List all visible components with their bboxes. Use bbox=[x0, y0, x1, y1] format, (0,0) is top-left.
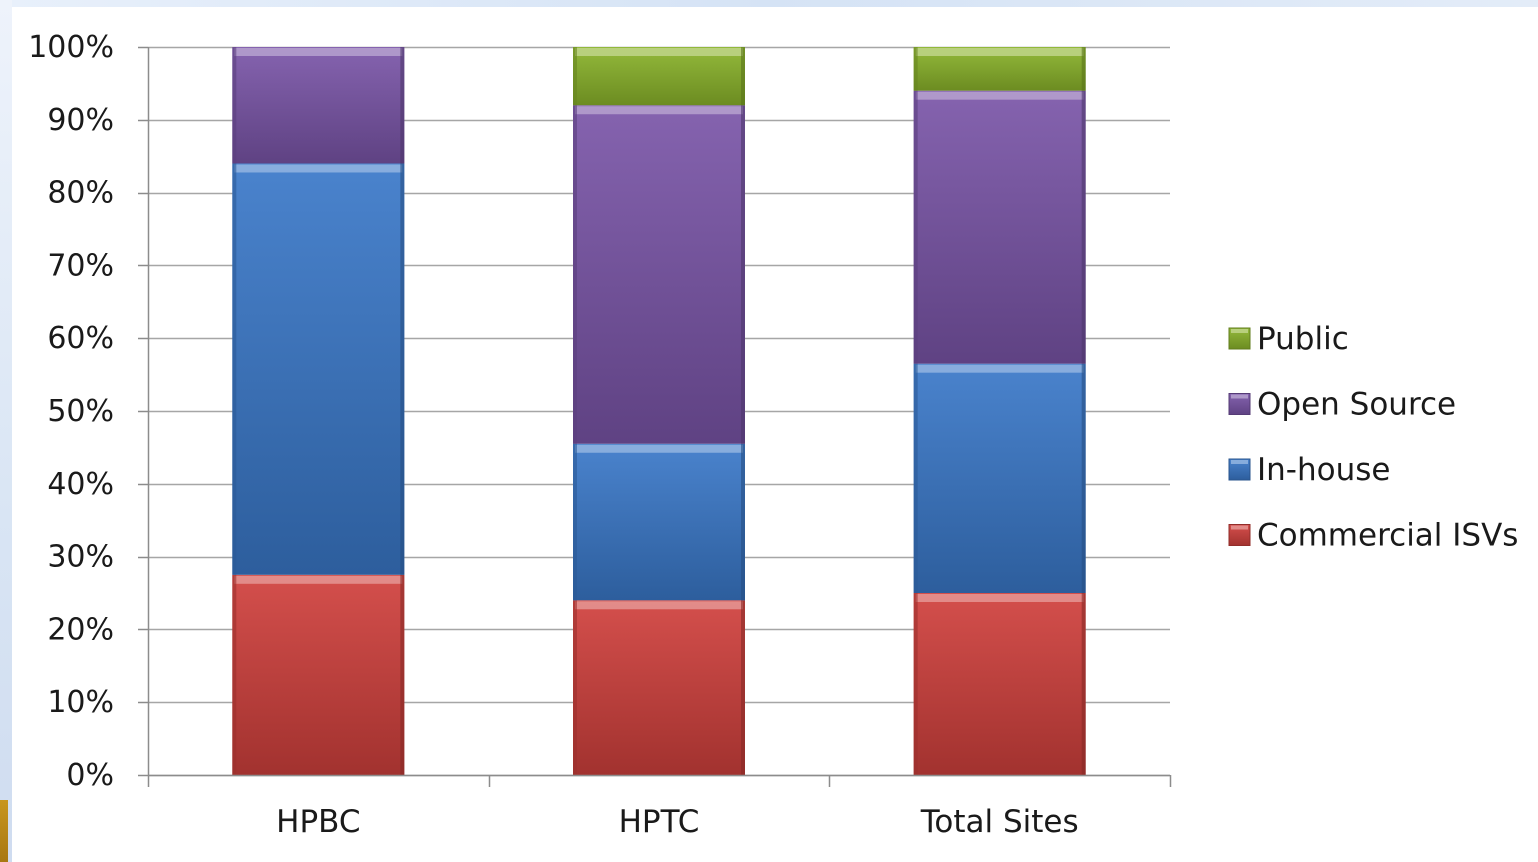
bar-hptc-open-source bbox=[573, 105, 745, 444]
legend-item-in-house: In-house bbox=[1228, 452, 1390, 488]
slide-left-border bbox=[0, 0, 12, 862]
bar-hpbc-in-house bbox=[232, 163, 405, 575]
legend: Public Open Source In-house Commercial ISVs bbox=[1228, 321, 1518, 554]
y-tick-label: 30% bbox=[47, 540, 114, 575]
bar-hptc-in-house bbox=[573, 443, 745, 601]
x-axis-category-labels: HPBC HPTC Total Sites bbox=[276, 804, 1078, 840]
bar-hpbc-open-source bbox=[232, 47, 405, 164]
legend-item-commercial-isvs: Commercial ISVs bbox=[1228, 518, 1518, 554]
y-tick-label: 70% bbox=[47, 248, 114, 283]
y-axis-tick-labels: 0% 10% 20% 30% 40% 50% 60% 70% 80% 90% 100% bbox=[28, 30, 114, 793]
legend-swatch bbox=[1228, 327, 1251, 350]
x-category-label: Total Sites bbox=[920, 804, 1079, 840]
legend-swatch bbox=[1228, 524, 1251, 546]
legend-swatch bbox=[1228, 458, 1251, 481]
legend-label: Public bbox=[1257, 321, 1349, 357]
slide-top-border bbox=[0, 0, 1538, 7]
y-tick-label: 90% bbox=[47, 103, 114, 138]
legend-label: In-house bbox=[1257, 452, 1390, 488]
legend-label: Commercial ISVs bbox=[1257, 518, 1518, 554]
y-tick-label: 40% bbox=[47, 467, 114, 502]
bar-total-sites-in-house bbox=[913, 363, 1086, 593]
x-category-label: HPTC bbox=[619, 804, 700, 840]
y-tick-label: 0% bbox=[66, 758, 114, 793]
y-tick-label: 100% bbox=[28, 30, 114, 65]
bar-total-sites-public bbox=[913, 47, 1086, 91]
bars bbox=[232, 47, 1086, 775]
axes bbox=[138, 46, 1172, 787]
bar-hptc-commercial-isvs bbox=[573, 600, 745, 775]
bar-hptc-public bbox=[573, 47, 745, 106]
bar-total-sites-commercial-isvs bbox=[913, 593, 1086, 775]
y-tick-label: 20% bbox=[47, 612, 114, 647]
legend-swatch bbox=[1228, 393, 1251, 415]
bar-total-sites-open-source bbox=[913, 90, 1086, 364]
y-tick-label: 50% bbox=[47, 394, 114, 429]
y-tick-label: 80% bbox=[47, 176, 114, 211]
y-tick-label: 10% bbox=[47, 685, 114, 720]
legend-item-public: Public bbox=[1228, 321, 1349, 357]
y-tick-label: 60% bbox=[47, 321, 114, 356]
x-category-label: HPBC bbox=[276, 804, 360, 840]
slide-corner-accent bbox=[0, 800, 8, 862]
bar-hpbc-commercial-isvs bbox=[232, 574, 405, 775]
legend-item-open-source: Open Source bbox=[1228, 387, 1456, 423]
legend-label: Open Source bbox=[1257, 387, 1456, 423]
